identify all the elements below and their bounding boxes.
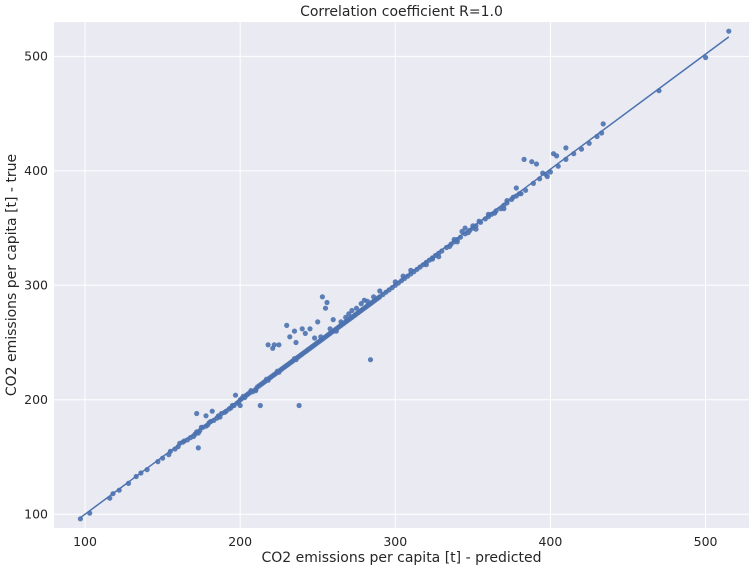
- data-point: [462, 225, 468, 231]
- x-axis-ticks: 100 200 300 400 500: [73, 534, 717, 549]
- data-point: [307, 326, 313, 332]
- data-point: [296, 402, 302, 409]
- data-point: [195, 445, 201, 451]
- y-tick-label: 200: [24, 392, 48, 407]
- data-point: [324, 299, 330, 306]
- data-point: [322, 305, 329, 311]
- y-axis-ticks: 100 200 300 400 500: [24, 48, 48, 521]
- data-point: [330, 317, 336, 323]
- data-point: [726, 28, 732, 34]
- data-point: [299, 326, 305, 332]
- data-point: [501, 206, 507, 212]
- y-axis-label: CO2 emissions per capita [t] - true: [4, 154, 20, 396]
- y-tick-label: 400: [24, 163, 48, 178]
- data-point: [271, 342, 277, 348]
- data-point: [529, 159, 535, 165]
- data-point: [312, 335, 318, 341]
- data-point: [377, 288, 383, 294]
- data-point: [703, 54, 709, 61]
- data-point: [353, 305, 360, 311]
- data-point: [343, 314, 349, 320]
- y-tick-label: 500: [24, 48, 48, 63]
- data-point: [563, 145, 569, 151]
- x-tick-label: 400: [538, 534, 562, 549]
- regression-line: [79, 36, 730, 519]
- data-point: [116, 487, 122, 493]
- y-tick-label: 300: [24, 277, 48, 292]
- y-tick-label: 100: [24, 506, 48, 521]
- data-point: [521, 156, 527, 162]
- data-point: [302, 330, 308, 336]
- data-point: [276, 342, 282, 348]
- x-axis-label: CO2 emissions per capita [t] - predicted: [261, 550, 541, 566]
- data-point: [291, 328, 298, 334]
- data-point: [367, 357, 374, 363]
- data-point: [237, 402, 243, 409]
- data-point: [194, 410, 200, 417]
- data-point: [358, 301, 364, 307]
- data-point: [293, 339, 299, 346]
- data-point: [284, 322, 290, 328]
- x-tick-label: 300: [383, 534, 407, 549]
- data-point: [473, 226, 479, 232]
- x-tick-label: 200: [228, 534, 252, 549]
- x-tick-label: 100: [73, 534, 97, 549]
- data-point: [436, 254, 442, 260]
- data-point: [423, 262, 429, 268]
- data-point: [209, 408, 215, 414]
- data-point: [349, 307, 355, 314]
- data-point: [287, 334, 293, 340]
- data-point: [319, 294, 325, 300]
- data-point: [459, 228, 465, 235]
- data-point: [203, 413, 209, 419]
- data-point: [315, 319, 321, 325]
- data-point: [371, 294, 377, 300]
- data-point: [439, 248, 445, 254]
- data-point: [454, 239, 460, 245]
- data-point: [327, 326, 333, 332]
- data-point: [533, 161, 540, 167]
- data-point: [600, 121, 606, 127]
- data-point: [364, 298, 370, 304]
- data-point: [232, 392, 239, 398]
- grid-lines: [54, 22, 749, 528]
- data-point: [554, 153, 560, 159]
- data-point: [265, 342, 271, 348]
- x-tick-label: 500: [694, 534, 718, 549]
- data-point: [346, 311, 352, 317]
- chart-title: Correlation coefficient R=1.0: [300, 4, 503, 20]
- data-point: [257, 402, 263, 409]
- data-point: [513, 185, 519, 191]
- data-point: [544, 173, 550, 180]
